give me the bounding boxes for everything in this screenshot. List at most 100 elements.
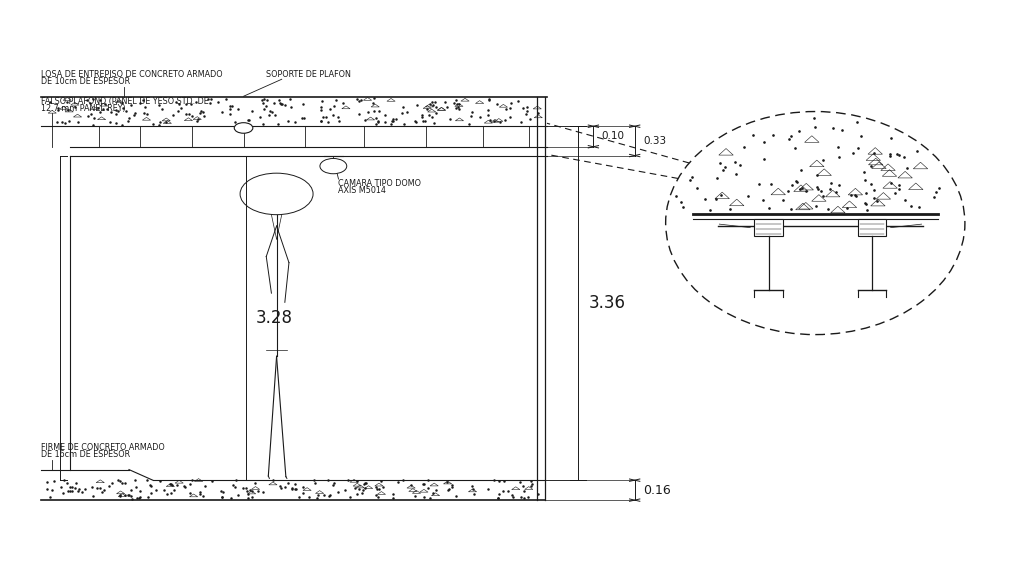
Point <box>163 479 180 488</box>
Point <box>673 197 689 207</box>
Point <box>394 102 411 111</box>
Point <box>414 112 430 122</box>
Point <box>369 116 386 126</box>
Circle shape <box>320 158 347 174</box>
Point <box>215 488 231 497</box>
Point <box>162 479 179 488</box>
Point <box>709 173 725 183</box>
Point <box>463 481 480 490</box>
Point <box>320 117 336 127</box>
Point <box>60 487 76 496</box>
Point <box>369 492 386 502</box>
Point <box>825 123 841 133</box>
Point <box>54 117 70 127</box>
Point <box>909 146 926 156</box>
Point <box>230 490 247 500</box>
Point <box>223 101 239 110</box>
Point <box>367 119 384 129</box>
Point <box>67 483 84 492</box>
Point <box>419 104 436 113</box>
Point <box>830 142 846 151</box>
Point <box>192 488 208 497</box>
Point <box>314 97 330 106</box>
Point <box>114 478 130 488</box>
Point <box>222 102 238 111</box>
Point <box>131 494 148 503</box>
Point <box>417 116 433 126</box>
Point <box>480 484 496 494</box>
Point <box>280 478 296 487</box>
Point <box>321 491 337 500</box>
Point <box>788 177 805 186</box>
Point <box>70 484 87 494</box>
Point <box>390 478 407 487</box>
Point <box>244 487 260 496</box>
Point <box>301 492 318 502</box>
Point <box>104 478 121 488</box>
Point <box>296 113 313 123</box>
Point <box>366 107 383 116</box>
Text: 12.7 mm PANEL REY): 12.7 mm PANEL REY) <box>41 104 126 113</box>
Point <box>64 482 80 491</box>
Point <box>373 477 389 486</box>
Point <box>815 191 832 201</box>
Point <box>466 490 483 499</box>
Point <box>218 94 234 103</box>
Point <box>370 484 387 493</box>
Point <box>197 481 214 491</box>
Point <box>342 492 358 501</box>
Point <box>134 95 151 104</box>
Point <box>485 475 502 484</box>
Point <box>50 105 66 114</box>
Point <box>59 478 75 488</box>
Point <box>102 108 119 117</box>
Point <box>132 486 149 495</box>
Point <box>349 489 365 498</box>
Point <box>50 104 66 113</box>
Point <box>798 187 814 196</box>
Point <box>288 484 304 494</box>
Point <box>407 491 423 501</box>
Point <box>496 115 513 124</box>
Point <box>707 194 723 203</box>
Point <box>711 158 728 167</box>
Point <box>121 114 137 123</box>
Point <box>883 133 900 143</box>
Point <box>49 118 65 127</box>
Point <box>313 103 329 112</box>
Point <box>420 483 437 492</box>
Point <box>881 150 898 159</box>
Point <box>857 175 873 184</box>
Point <box>441 484 457 493</box>
Point <box>101 117 118 126</box>
Point <box>839 203 856 212</box>
Point <box>271 481 288 491</box>
Point <box>721 204 738 214</box>
Point <box>294 488 311 498</box>
Point <box>111 490 128 500</box>
Point <box>57 118 73 127</box>
Point <box>393 108 410 117</box>
Point <box>899 163 915 172</box>
Point <box>424 113 441 122</box>
Point <box>518 106 535 116</box>
Point <box>513 118 529 127</box>
Point <box>782 204 799 214</box>
Point <box>464 484 481 494</box>
Point <box>252 112 268 122</box>
Point <box>222 109 238 119</box>
Point <box>446 99 462 108</box>
Point <box>178 110 194 119</box>
Point <box>230 104 247 113</box>
Point <box>62 483 78 492</box>
Point <box>107 119 124 128</box>
Text: DE 10cm DE ESPESOR: DE 10cm DE ESPESOR <box>41 77 130 86</box>
Point <box>387 114 404 123</box>
Point <box>151 100 167 110</box>
Point <box>70 117 87 126</box>
Point <box>77 484 94 494</box>
Point <box>489 493 506 502</box>
Point <box>414 110 430 120</box>
Point <box>154 104 170 114</box>
Point <box>313 116 329 125</box>
